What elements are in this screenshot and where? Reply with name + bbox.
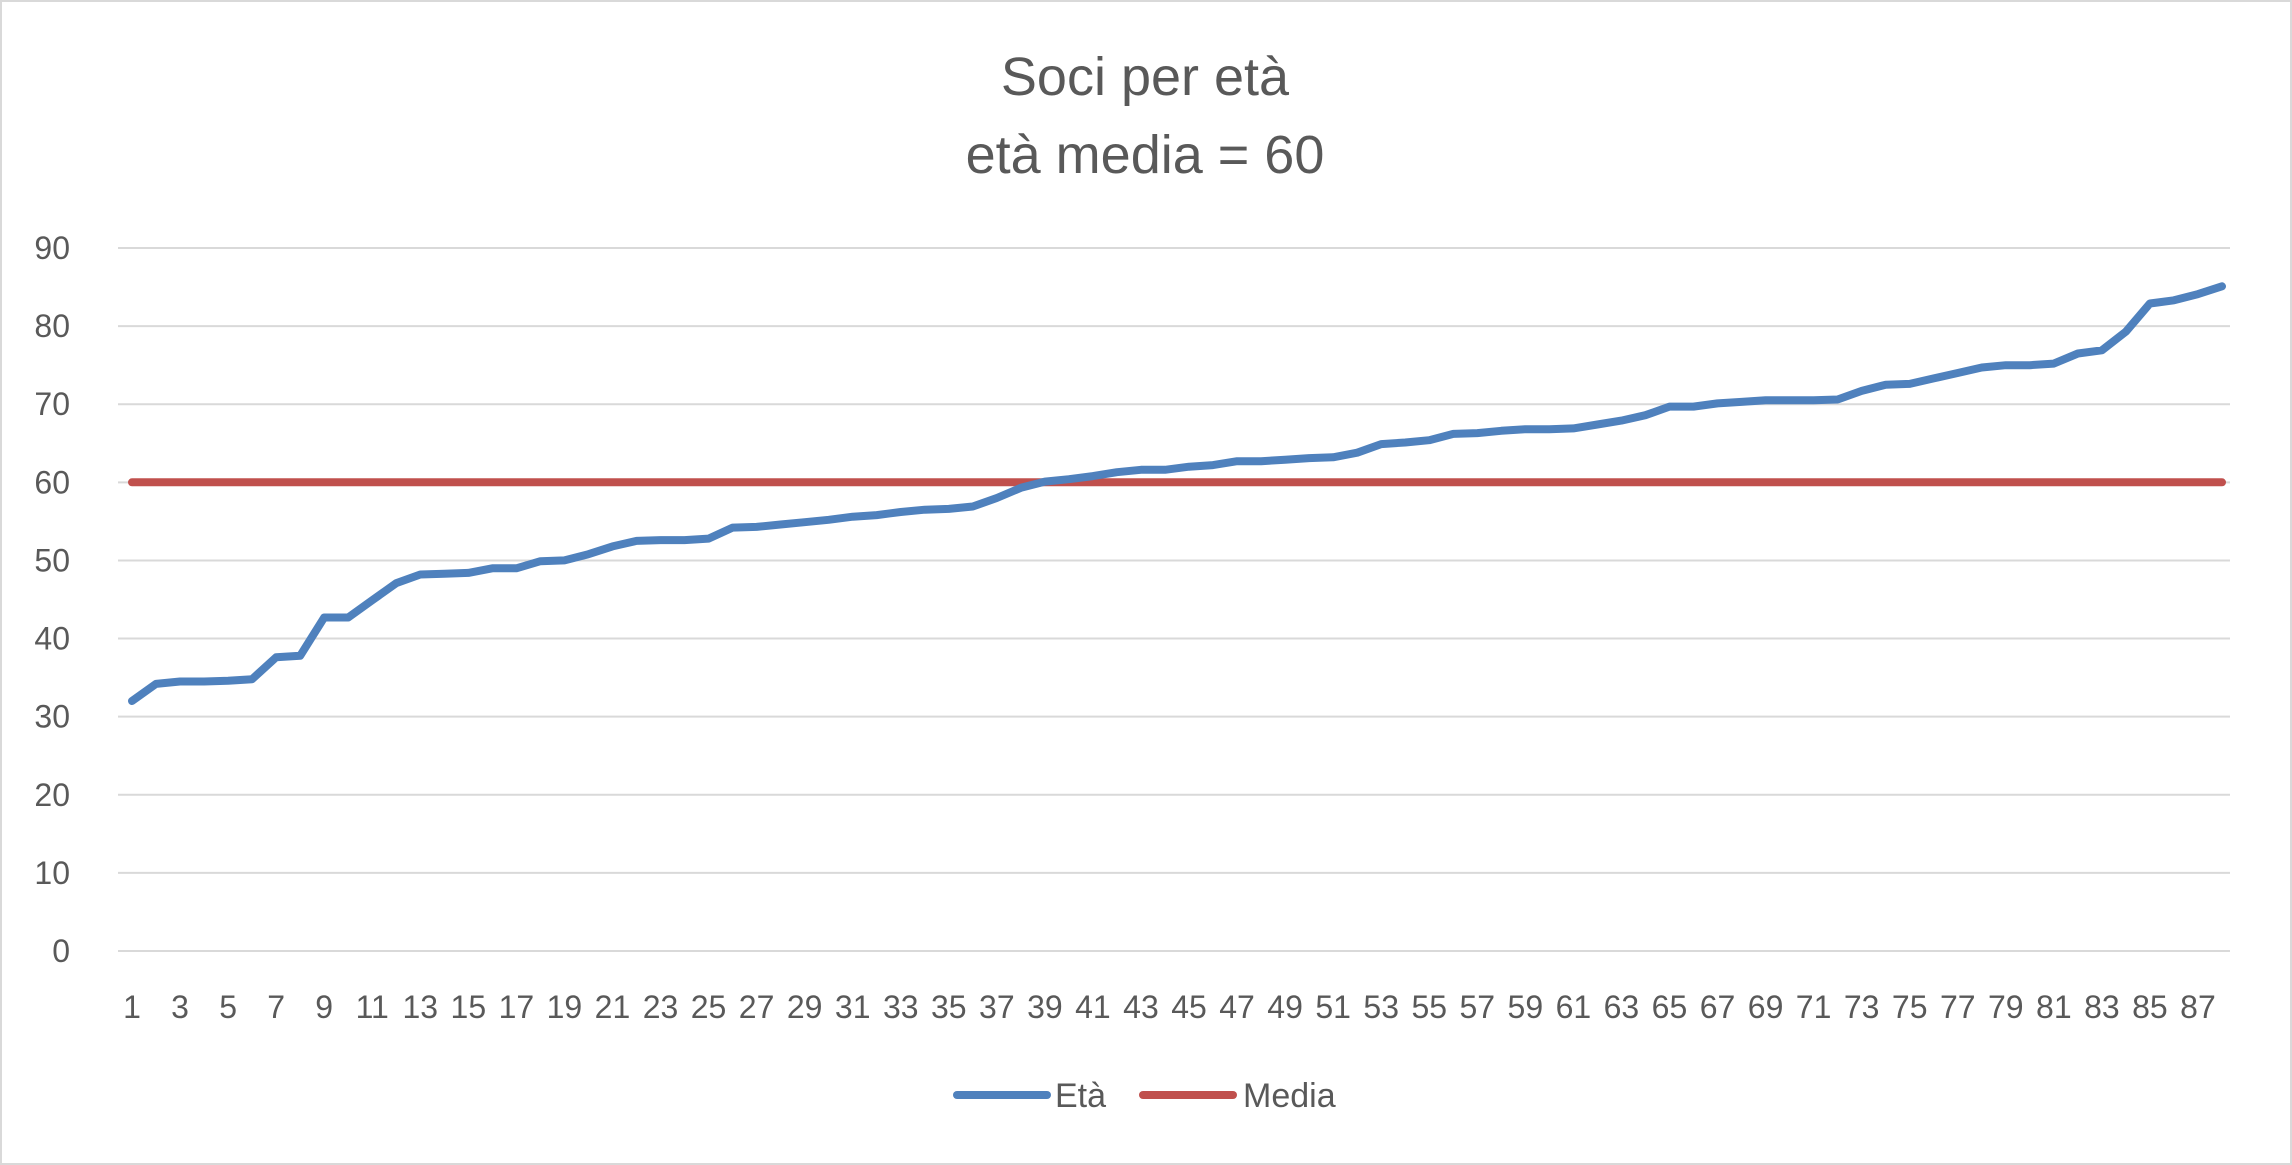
x-tick-label: 81 <box>2036 989 2072 1025</box>
x-tick-label: 47 <box>1219 989 1255 1025</box>
series-line-et- <box>128 282 2226 705</box>
series-lines <box>128 282 2226 705</box>
x-tick-label: 69 <box>1748 989 1784 1025</box>
x-tick-label: 31 <box>835 989 871 1025</box>
y-tick-label: 70 <box>34 386 70 422</box>
x-tick-label: 87 <box>2180 989 2216 1025</box>
x-tick-label: 25 <box>691 989 727 1025</box>
y-axis-ticks: 0 10 20 30 40 50 60 70 80 90 <box>34 230 70 969</box>
x-tick-label: 53 <box>1363 989 1399 1025</box>
y-tick-label: 20 <box>34 777 70 813</box>
x-tick-label: 75 <box>1892 989 1928 1025</box>
x-tick-label: 11 <box>356 989 389 1025</box>
x-tick-label: 23 <box>643 989 679 1025</box>
chart-subtitle: età media = 60 <box>966 125 1325 185</box>
legend-item-et-[interactable]: Età <box>953 1077 1106 1115</box>
x-tick-label: 45 <box>1171 989 1207 1025</box>
x-tick-label: 59 <box>1508 989 1544 1025</box>
x-tick-label: 77 <box>1940 989 1976 1025</box>
x-tick-label: 15 <box>451 989 487 1025</box>
chart-title: Soci per età <box>1001 47 1290 107</box>
y-tick-label: 30 <box>34 699 70 735</box>
x-tick-label: 57 <box>1459 989 1495 1025</box>
x-tick-label: 83 <box>2084 989 2120 1025</box>
x-tick-label: 73 <box>1844 989 1880 1025</box>
y-tick-label: 60 <box>34 464 70 500</box>
x-tick-label: 55 <box>1411 989 1447 1025</box>
legend[interactable]: Età Media <box>953 1077 1336 1115</box>
y-tick-label: 0 <box>52 933 70 969</box>
x-tick-label: 19 <box>547 989 583 1025</box>
x-tick-label: 35 <box>931 989 967 1025</box>
x-tick-label: 63 <box>1604 989 1640 1025</box>
x-tick-label: 9 <box>315 989 333 1025</box>
y-tick-label: 80 <box>34 308 70 344</box>
x-tick-label: 85 <box>2132 989 2168 1025</box>
gridlines <box>118 247 2230 952</box>
x-axis-ticks: 1 3 5 7 9 11 13 15 17 19 21 23 25 27 29 31 33 35 37 39 41 43 4… <box>123 989 2216 1025</box>
legend-label: Media <box>1243 1077 1336 1115</box>
x-tick-label: 21 <box>595 989 631 1025</box>
legend-item-media[interactable]: Media <box>1139 1077 1336 1115</box>
x-tick-label: 27 <box>739 989 775 1025</box>
x-tick-label: 39 <box>1027 989 1063 1025</box>
x-tick-label: 61 <box>1556 989 1592 1025</box>
x-tick-label: 37 <box>979 989 1015 1025</box>
x-tick-label: 3 <box>171 989 189 1025</box>
x-tick-label: 71 <box>1796 989 1832 1025</box>
x-tick-label: 29 <box>787 989 823 1025</box>
x-tick-label: 41 <box>1075 989 1111 1025</box>
x-tick-label: 49 <box>1267 989 1303 1025</box>
y-tick-label: 10 <box>34 855 70 891</box>
x-tick-label: 67 <box>1700 989 1736 1025</box>
x-tick-label: 1 <box>123 989 141 1025</box>
y-tick-label: 50 <box>34 542 70 578</box>
y-tick-label: 40 <box>34 621 70 657</box>
y-tick-label: 90 <box>34 230 70 266</box>
x-tick-label: 7 <box>267 989 285 1025</box>
x-tick-label: 65 <box>1652 989 1688 1025</box>
x-tick-label: 13 <box>402 989 438 1025</box>
x-tick-label: 5 <box>219 989 237 1025</box>
legend-label: Età <box>1055 1077 1106 1115</box>
x-tick-label: 33 <box>883 989 919 1025</box>
x-tick-label: 43 <box>1123 989 1159 1025</box>
x-tick-label: 51 <box>1315 989 1351 1025</box>
x-tick-label: 17 <box>499 989 535 1025</box>
x-tick-label: 79 <box>1988 989 2024 1025</box>
